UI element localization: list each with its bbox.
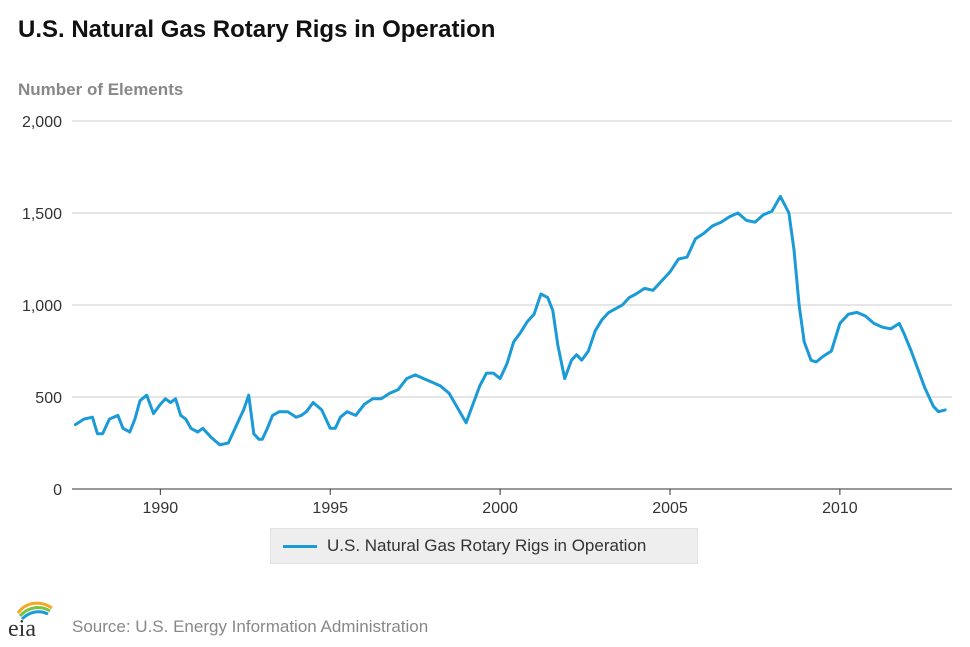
y-tick-label: 1,500 [22,206,62,223]
x-tick-label: 1990 [143,500,179,517]
y-tick-label: 1,000 [22,298,62,315]
legend-swatch [283,544,317,548]
line-chart: 0 500 1,000 1,500 2,000 1990 1995 2000 2005 2010 [22,114,952,517]
x-tick-label: 2005 [652,500,688,517]
x-tick-label: 1995 [312,500,348,517]
legend-label: U.S. Natural Gas Rotary Rigs in Operatio… [327,536,647,555]
series-line [73,194,947,447]
svg-text:eia: eia [8,616,36,640]
eia-logo: eia [8,601,53,640]
y-tick-label: 2,000 [22,114,62,131]
y-tick-label: 0 [53,482,62,499]
y-axis-label: Number of Elements [18,80,184,99]
x-tick-label: 2000 [482,500,518,517]
y-tick-label: 500 [35,390,62,407]
source-note: Source: U.S. Energy Information Administ… [72,617,429,636]
chart-title: U.S. Natural Gas Rotary Rigs in Operatio… [18,16,496,43]
x-tick-label: 2010 [822,500,858,517]
chart-legend[interactable]: U.S. Natural Gas Rotary Rigs in Operatio… [270,528,698,564]
